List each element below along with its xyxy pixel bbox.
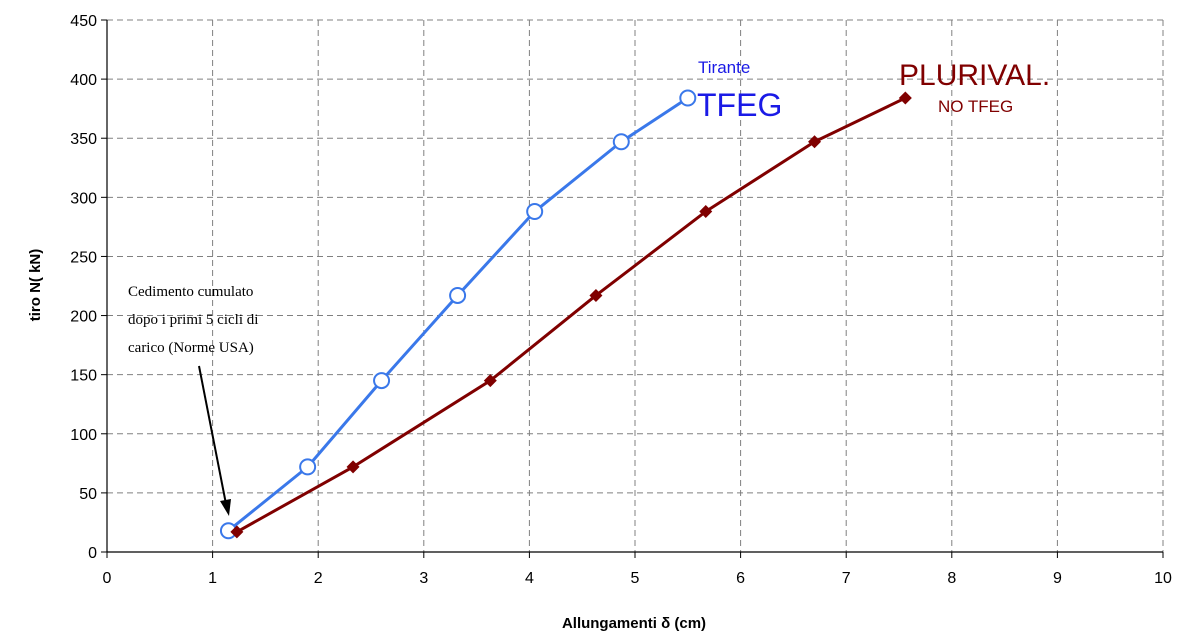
data-point	[449, 286, 467, 304]
y-tick-label: 0	[88, 545, 97, 562]
x-tick-label: 7	[842, 570, 851, 587]
annotation-arrow-head	[220, 499, 231, 516]
data-point	[299, 458, 317, 476]
x-axis-title: Allungamenti δ (cm)	[562, 615, 706, 632]
annotation-arrow-shaft	[198, 365, 227, 505]
y-tick-label: 250	[70, 249, 97, 266]
y-tick-labels: 0 50 100 150 200 250 300 350 400 450	[70, 13, 97, 562]
tfeg-label-big: TFEG	[697, 87, 782, 123]
annotation-line-3: carico (Norme USA)	[128, 340, 254, 356]
data-point	[483, 374, 497, 388]
y-tick-label: 350	[70, 131, 97, 148]
data-point	[898, 91, 912, 105]
series-2	[230, 91, 912, 539]
y-tick-label: 400	[70, 72, 97, 89]
series-layer	[219, 89, 912, 540]
grid	[107, 19, 1164, 552]
annotation-line-1: Cedimento cumulato	[128, 284, 253, 300]
data-point	[373, 372, 391, 390]
data-point	[526, 203, 544, 221]
data-point	[808, 135, 822, 149]
y-tick-label: 50	[79, 486, 97, 503]
data-point	[589, 288, 603, 302]
data-point	[679, 89, 697, 107]
data-point	[699, 205, 713, 219]
series-line	[236, 96, 906, 534]
y-tick-label: 200	[70, 309, 97, 326]
series-1	[219, 89, 697, 540]
y-tick-label: 450	[70, 13, 97, 30]
x-tick-label: 3	[419, 570, 428, 587]
x-tick-label: 10	[1154, 570, 1172, 587]
data-point	[346, 460, 360, 474]
tfeg-label-small: Tirante	[698, 58, 750, 77]
annotation: Cedimento cumulato dopo i primi 5 cicli …	[128, 284, 258, 516]
annotation-line-2: dopo i primi 5 cicli di	[128, 312, 258, 328]
x-tick-labels: 0 1 2 3 4 5 6 7 8 9 10	[103, 570, 1172, 587]
series-line	[227, 96, 689, 532]
x-tick-label: 2	[314, 570, 323, 587]
y-axis-title: tiro N( kN)	[27, 249, 44, 322]
data-point	[612, 133, 630, 151]
x-tick-label: 5	[631, 570, 640, 587]
x-tick-label: 8	[947, 570, 956, 587]
y-tick-label: 300	[70, 190, 97, 207]
x-tick-label: 4	[525, 570, 534, 587]
x-tick-label: 0	[103, 570, 112, 587]
x-tick-label: 9	[1053, 570, 1062, 587]
plurival-label-big: PLURIVAL.	[899, 59, 1050, 92]
y-tick-label: 100	[70, 427, 97, 444]
x-tick-label: 6	[736, 570, 745, 587]
axes	[101, 19, 1164, 558]
x-tick-label: 1	[208, 570, 217, 587]
data-point	[230, 525, 244, 539]
plurival-label-small: NO TFEG	[938, 97, 1013, 116]
y-tick-label: 150	[70, 368, 97, 385]
